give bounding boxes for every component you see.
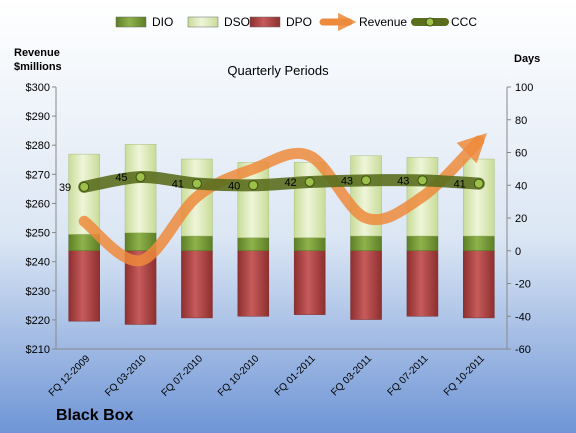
ccc-point bbox=[361, 175, 372, 186]
legend-swatch-dpo bbox=[249, 16, 281, 28]
left-tick-label: $300 bbox=[26, 82, 50, 94]
ccc-point bbox=[135, 172, 146, 183]
legend-label: CCC bbox=[451, 15, 477, 29]
revenue-series bbox=[78, 132, 487, 267]
legend-label: DPO bbox=[286, 15, 312, 29]
ccc-series: 39 45 41 40 42 43 43 41 bbox=[59, 171, 485, 194]
ccc-point bbox=[304, 176, 315, 187]
left-tick-label: $290 bbox=[26, 111, 50, 123]
ccc-data-label: 43 bbox=[397, 175, 409, 187]
bar-dio bbox=[181, 235, 213, 251]
bar-dpo bbox=[463, 250, 495, 319]
ccc-point bbox=[473, 178, 484, 189]
legend-label: Revenue bbox=[359, 15, 407, 29]
ccc-point bbox=[248, 180, 259, 191]
legend-label: DIO bbox=[152, 15, 173, 29]
bar-dso bbox=[293, 162, 326, 238]
bar-dpo bbox=[350, 250, 382, 320]
left-tick-label: $280 bbox=[26, 140, 50, 152]
right-tick-label: 80 bbox=[515, 115, 527, 127]
right-axis: -60 -40 -20 0 20 40 60 80 100 bbox=[506, 82, 533, 356]
bar-dpo bbox=[237, 250, 270, 317]
bar-dpo bbox=[293, 250, 326, 315]
right-tick-label: 0 bbox=[515, 246, 521, 258]
ccc-data-label: 41 bbox=[172, 179, 184, 191]
ccc-point bbox=[79, 181, 90, 192]
bar-dso bbox=[124, 144, 157, 233]
legend-swatch-dso bbox=[187, 16, 219, 28]
ccc-point bbox=[191, 178, 202, 189]
bar-dso bbox=[463, 158, 495, 237]
chart-legend: DIO DSO DPO Revenue CCC bbox=[115, 12, 477, 32]
left-axis-label-line2: $millions bbox=[14, 61, 62, 73]
ccc-data-label: 45 bbox=[115, 172, 127, 184]
right-tick-label: -20 bbox=[515, 279, 531, 291]
legend-swatch-dio bbox=[115, 16, 147, 28]
bar-dio bbox=[350, 235, 382, 251]
left-axis: $210 $220 $230 $240 $250 $260 $270 $280 $290 $300 bbox=[26, 82, 57, 356]
chart-title: Quarterly Periods bbox=[227, 63, 329, 78]
bar-dpo bbox=[181, 250, 213, 319]
left-tick-label: $210 bbox=[26, 344, 50, 356]
right-tick-label: 20 bbox=[515, 213, 527, 225]
left-tick-label: $230 bbox=[26, 286, 50, 298]
left-tick-label: $220 bbox=[26, 315, 50, 327]
right-tick-label: -40 bbox=[515, 311, 531, 323]
ccc-data-label: 40 bbox=[228, 180, 240, 192]
right-tick-label: 100 bbox=[515, 82, 533, 94]
bar-dpo bbox=[406, 250, 439, 317]
ccc-data-label: 43 bbox=[341, 175, 353, 187]
bar-dio bbox=[463, 235, 495, 251]
right-tick-label: -60 bbox=[515, 344, 531, 356]
bar-dio bbox=[237, 237, 270, 251]
legend-ccc-marker bbox=[425, 17, 435, 27]
legend-label: DSO bbox=[224, 15, 250, 29]
right-tick-label: 60 bbox=[515, 148, 527, 160]
left-tick-label: $250 bbox=[26, 228, 50, 240]
bar-dio bbox=[293, 237, 326, 251]
bar-group bbox=[68, 144, 495, 325]
right-axis-label: Days bbox=[514, 53, 540, 65]
right-tick-label: 40 bbox=[515, 180, 527, 192]
company-name: Black Box bbox=[56, 407, 133, 424]
ccc-point bbox=[417, 175, 428, 186]
revenue-line bbox=[78, 132, 487, 267]
bar-dpo bbox=[68, 250, 100, 322]
ccc-data-label: 41 bbox=[454, 179, 466, 191]
left-tick-label: $240 bbox=[26, 257, 50, 269]
left-tick-label: $260 bbox=[26, 198, 50, 210]
left-axis-label-line1: Revenue bbox=[14, 47, 60, 59]
ccc-data-label: 39 bbox=[59, 182, 71, 194]
ccc-data-label: 42 bbox=[284, 177, 296, 189]
left-tick-label: $270 bbox=[26, 169, 50, 181]
bar-dio bbox=[406, 235, 439, 251]
